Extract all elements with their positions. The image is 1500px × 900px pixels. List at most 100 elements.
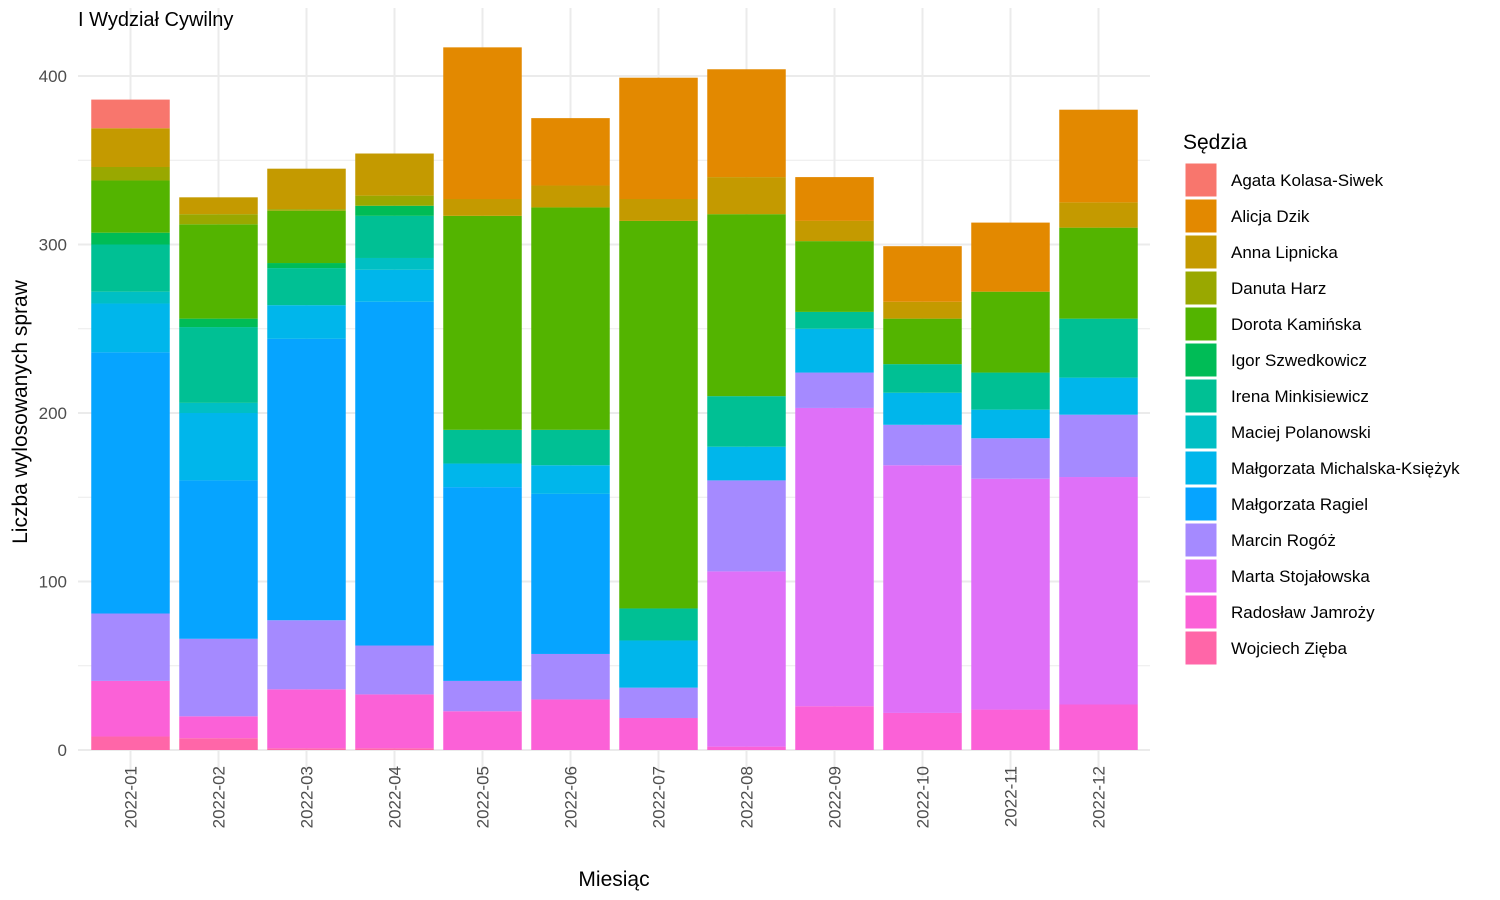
bar-segment: Małgorzata Michalska-Księżyk 2022-03: 20 — [267, 305, 346, 339]
x-tick-label: 2022-06 — [562, 766, 581, 828]
bar-segment: Radosław Jamroży 2022-09: 26 — [795, 706, 874, 750]
bar-segment: Igor Szwedkowicz 2022-01: 7 — [91, 232, 170, 245]
y-axis-label: Liczba wylosowanych spraw — [9, 279, 32, 544]
x-axis-label: Miesiąc — [578, 868, 649, 891]
bar-segment: Wojciech Zięba 2022-02: 7 — [179, 738, 258, 750]
bar-segment: Maciej Polanowski 2022-04: 7 — [355, 257, 434, 270]
bar-segment: Radosław Jamroży 2022-05: 23 — [443, 711, 522, 750]
bar-segment: Alicja Dzik 2022-12: 55 — [1059, 109, 1138, 203]
bar-segment: Marta Stojałowska 2022-11: 137 — [971, 478, 1050, 710]
bar-segment: Dorota Kamińska 2022-03: 31 — [267, 210, 346, 264]
bar-segment: Danuta Harz 2022-02: 6 — [179, 214, 258, 225]
bar-segment: Wojciech Zięba 2022-03: 1 — [267, 748, 346, 750]
legend-label: Marcin Rogóż — [1231, 531, 1336, 550]
bar-segment: Marcin Rogóż 2022-01: 40 — [91, 613, 170, 681]
bar-segment: Marcin Rogóż 2022-04: 29 — [355, 645, 434, 695]
bar-segment: Anna Lipnicka 2022-05: 10 — [443, 199, 522, 216]
bar-segment: Anna Lipnicka 2022-03: 24 — [267, 168, 346, 210]
bar-segment: Agata Kolasa-Siwek 2022-01: 17 — [91, 99, 170, 129]
bar-segment: Alicja Dzik 2022-07: 72 — [619, 77, 698, 200]
x-tick-label: 2022-12 — [1090, 766, 1109, 828]
bar-segment: Marta Stojałowska 2022-10: 147 — [883, 465, 962, 713]
legend-label: Wojciech Zięba — [1231, 639, 1347, 658]
bar-segment: Danuta Harz 2022-04: 6 — [355, 195, 434, 206]
x-axis-tick-labels: 2022-01 2022-02 2022-03 2022-04 2022-05 2022-… — [122, 766, 1109, 828]
bar-segment: Wojciech Zięba 2022-01: 8 — [91, 736, 170, 750]
bar-segment: Dorota Kamińska 2022-02: 56 — [179, 224, 258, 319]
bar-segment: Anna Lipnicka 2022-12: 15 — [1059, 202, 1138, 228]
bar-segment: Radosław Jamroży 2022-03: 35 — [267, 689, 346, 749]
x-tick-label: 2022-02 — [210, 766, 229, 828]
bar-segment: Dorota Kamińska 2022-05: 127 — [443, 215, 522, 430]
legend-label: Marta Stojałowska — [1231, 567, 1370, 586]
bar-segment: Dorota Kamińska 2022-08: 108 — [707, 214, 786, 397]
bar-segment: Anna Lipnicka 2022-08: 22 — [707, 177, 786, 215]
bar-segment: Dorota Kamińska 2022-07: 230 — [619, 220, 698, 609]
bar-segment: Irena Minkisiewicz 2022-05: 20 — [443, 429, 522, 464]
bar-segment: Radosław Jamroży 2022-04: 32 — [355, 694, 434, 749]
x-tick-label: 2022-01 — [122, 766, 141, 828]
bar-segment: Radosław Jamroży 2022-02: 13 — [179, 716, 258, 739]
bar-segment: Anna Lipnicka 2022-01: 23 — [91, 128, 170, 167]
legend-key — [1184, 270, 1218, 306]
bar-segment: Radosław Jamroży 2022-10: 22 — [883, 712, 962, 750]
legend-label: Irena Minkisiewicz — [1231, 387, 1369, 406]
bar-segment: Alicja Dzik 2022-09: 26 — [795, 177, 874, 221]
bar-segment: Alicja Dzik 2022-05: 90 — [443, 47, 522, 200]
x-tick-label: 2022-07 — [650, 766, 669, 828]
legend-key — [1184, 378, 1218, 414]
bar-segment: Dorota Kamińska 2022-12: 54 — [1059, 227, 1138, 319]
bar-segment: Igor Szwedkowicz 2022-02: 5 — [179, 318, 258, 328]
bar-segment: Małgorzata Michalska-Księżyk 2022-11: 17 — [971, 409, 1050, 439]
bar-segment: Maciej Polanowski 2022-02: 6 — [179, 402, 258, 413]
bar-segment: Irena Minkisiewicz 2022-10: 17 — [883, 364, 962, 393]
bar-segment: Marcin Rogóż 2022-09: 21 — [795, 372, 874, 408]
bar-segment: Danuta Harz 2022-01: 8 — [91, 166, 170, 181]
bar-segment: Wojciech Zięba 2022-04: 1 — [355, 748, 434, 750]
bar-segment: Alicja Dzik 2022-10: 33 — [883, 246, 962, 302]
x-tick-label: 2022-03 — [298, 766, 317, 828]
legend-key — [1184, 306, 1218, 342]
legend-label: Małgorzata Michalska-Księżyk — [1231, 459, 1460, 478]
bar-segment: Małgorzata Michalska-Księżyk 2022-01: 29 — [91, 303, 170, 353]
chart-title: I Wydział Cywilny — [78, 9, 233, 31]
legend-title: Sędzia — [1183, 131, 1248, 154]
legend-key — [1184, 234, 1218, 270]
bar-segment: Danuta Harz 2022-03: 1 — [267, 209, 346, 211]
bar-segment: Irena Minkisiewicz 2022-02: 45 — [179, 327, 258, 403]
bar-segment: Radosław Jamroży 2022-01: 33 — [91, 680, 170, 737]
bar-segment: Irena Minkisiewicz 2022-03: 22 — [267, 268, 346, 306]
bar-segment: Małgorzata Michalska-Księżyk 2022-05: 14 — [443, 463, 522, 488]
bar-segment: Marcin Rogóż 2022-10: 24 — [883, 424, 962, 466]
y-axis-tick-labels: 0 100 200 300 400 — [39, 67, 67, 760]
bar-segment: Marta Stojałowska 2022-08: 104 — [707, 571, 786, 747]
bar-segment: Marcin Rogóż 2022-08: 54 — [707, 480, 786, 572]
bar-segment: Anna Lipnicka 2022-06: 13 — [531, 185, 610, 208]
bar-segment: Irena Minkisiewicz 2022-08: 30 — [707, 396, 786, 447]
bar-segment: Radosław Jamroży 2022-11: 24 — [971, 709, 1050, 750]
bar-segment: Małgorzata Michalska-Księżyk 2022-04: 19 — [355, 269, 434, 302]
x-tick-label: 2022-04 — [386, 766, 405, 828]
legend-label: Anna Lipnicka — [1231, 243, 1338, 262]
bar-segment: Dorota Kamińska 2022-09: 42 — [795, 241, 874, 312]
bar-stacks: Wojciech Zięba 2022-01: 8Radosław Jamroż… — [91, 47, 1138, 750]
bar-segment: Igor Szwedkowicz 2022-04: 6 — [355, 205, 434, 216]
bar-segment: Irena Minkisiewicz 2022-04: 25 — [355, 215, 434, 258]
legend-key — [1184, 162, 1218, 198]
bar-segment: Irena Minkisiewicz 2022-06: 21 — [531, 429, 610, 466]
bar-segment: Małgorzata Ragiel 2022-01: 155 — [91, 352, 170, 614]
legend-label: Radosław Jamroży — [1231, 603, 1375, 622]
legend-label: Igor Szwedkowicz — [1231, 351, 1367, 370]
legend-key — [1184, 450, 1218, 486]
legend-label: Dorota Kamińska — [1231, 315, 1362, 334]
bar-segment: Dorota Kamińska 2022-11: 48 — [971, 291, 1050, 373]
bar-segment: Radosław Jamroży 2022-07: 19 — [619, 717, 698, 750]
x-tick-label: 2022-05 — [474, 766, 493, 828]
bar-segment: Małgorzata Michalska-Księżyk 2022-02: 40 — [179, 413, 258, 481]
bar-segment: Dorota Kamińska 2022-06: 132 — [531, 207, 610, 430]
bar-segment: Marcin Rogóż 2022-06: 27 — [531, 653, 610, 700]
legend-label: Danuta Harz — [1231, 279, 1326, 298]
bar-segment: Anna Lipnicka 2022-04: 25 — [355, 153, 434, 196]
legend-key — [1184, 594, 1218, 630]
